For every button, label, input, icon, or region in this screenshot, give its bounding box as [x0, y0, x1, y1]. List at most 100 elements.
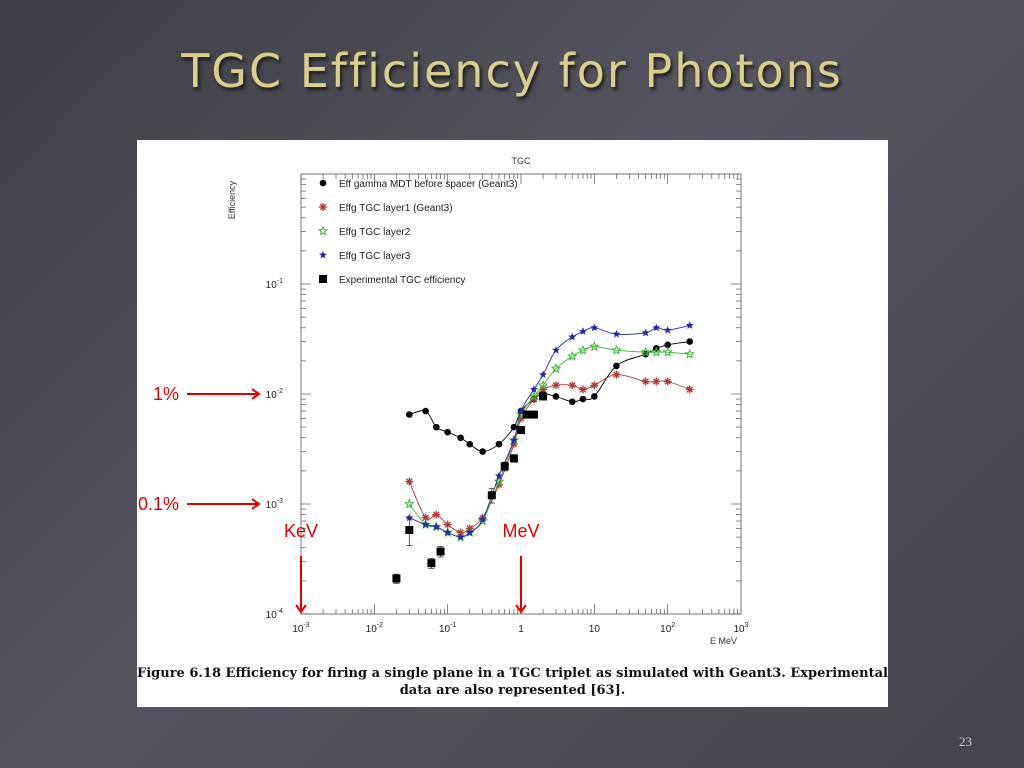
data-point: [422, 407, 429, 415]
asterisk-stroke: [613, 371, 620, 378]
data-point: [465, 528, 474, 536]
legend-marker: [319, 179, 327, 187]
series-line: [408, 346, 690, 538]
data-point: [590, 381, 599, 390]
y-axis-label: Efficiency: [227, 180, 237, 219]
data-point: [495, 440, 503, 448]
data-point: [406, 411, 413, 418]
data-point: [509, 436, 518, 444]
data-point: [578, 385, 587, 394]
legend-marker: [319, 203, 327, 211]
data-point: [578, 327, 587, 335]
data-point: [427, 559, 436, 568]
series-line: [409, 324, 690, 538]
asterisk-stroke: [422, 514, 429, 522]
data-point: [539, 392, 548, 401]
data-point: [493, 476, 505, 486]
x-axis-label: E MeV: [710, 636, 737, 646]
chart-title: TGC: [512, 156, 531, 166]
legend: Eff gamma MDT before spacer (Geant3) Effg…: [317, 179, 518, 286]
y-tick-label: 10-4: [266, 608, 283, 621]
data-point: [537, 379, 549, 390]
asterisk-stroke: [653, 378, 660, 385]
data-point: [552, 393, 560, 400]
legend-label: Effg TGC layer1 (Geant3): [339, 203, 453, 214]
asterisk-stroke: [642, 378, 649, 385]
data-point: [392, 574, 401, 583]
data-point: [664, 341, 671, 349]
data-point: [640, 346, 651, 357]
data-point: [433, 423, 440, 431]
asterisk-stroke: [444, 521, 451, 528]
data-point: [404, 498, 415, 509]
data-point: [589, 341, 600, 352]
x-tick-label: 10-3: [292, 622, 309, 635]
series-line: [408, 374, 690, 534]
legend-marker: [317, 225, 329, 236]
data-point: [405, 526, 414, 535]
data-point: [663, 326, 672, 334]
x-tick-label: 10-2: [366, 622, 383, 635]
data-point: [522, 410, 531, 419]
data-point: [529, 385, 538, 393]
legend-label: Effg TGC layer2: [339, 227, 411, 238]
data-point: [568, 332, 577, 341]
series-2: [404, 341, 695, 542]
data-point: [510, 423, 518, 431]
data-point: [444, 428, 451, 436]
legend-marker: [319, 275, 327, 283]
data-point: [432, 522, 441, 531]
data-point: [641, 328, 650, 337]
figure-caption: Figure 6.18 Efficiency for firing a sing…: [137, 666, 888, 698]
x-tick-label: 10: [589, 624, 601, 635]
data-point: [612, 370, 621, 379]
series-4: [392, 392, 548, 584]
data-point: [590, 323, 599, 332]
data-point: [685, 385, 694, 394]
asterisk-stroke: [319, 203, 327, 211]
plot-frame: [300, 173, 742, 615]
data-point: [591, 393, 598, 400]
data-point: [509, 454, 518, 463]
asterisk-stroke: [552, 382, 560, 389]
data-point: [421, 520, 430, 528]
data-point: [568, 398, 576, 406]
efficiency-chart: TGC Efficiency E MeV 10-3 10-2 10-1 1 10 102 103 1…: [227, 156, 749, 646]
data-point: [443, 520, 452, 529]
series-3: [405, 321, 694, 541]
data-point: [652, 323, 661, 332]
data-point: [494, 471, 503, 480]
data-point: [612, 329, 621, 338]
data-point: [466, 440, 474, 448]
y-tick-label: 10-2: [266, 388, 283, 401]
data-point: [662, 346, 673, 357]
asterisk-stroke: [591, 382, 598, 389]
asterisk-stroke: [568, 382, 576, 389]
data-point: [487, 491, 496, 500]
data-point: [651, 346, 662, 357]
data-point: [568, 381, 577, 390]
data-point: [551, 381, 560, 390]
data-point: [567, 350, 578, 361]
data-point: [611, 344, 622, 355]
data-point: [684, 348, 695, 359]
asterisk-stroke: [664, 378, 671, 385]
x-tick-label: 102: [660, 622, 675, 635]
data-point: [577, 344, 589, 355]
slide-number: 23: [959, 734, 972, 749]
data-point: [405, 513, 414, 522]
data-point: [405, 477, 414, 486]
data-point: [443, 528, 452, 536]
data-point: [641, 377, 650, 386]
data-point: [500, 462, 509, 471]
data-point: [529, 410, 538, 419]
series-line: [409, 341, 690, 452]
data-point: [479, 448, 486, 455]
data-point: [517, 426, 525, 435]
data-point: [551, 346, 560, 354]
asterisk-stroke: [433, 511, 440, 518]
legend-label: Experimental TGC efficiency: [339, 275, 465, 286]
data-point: [456, 532, 465, 541]
data-point: [477, 515, 488, 526]
data-point: [539, 370, 548, 379]
